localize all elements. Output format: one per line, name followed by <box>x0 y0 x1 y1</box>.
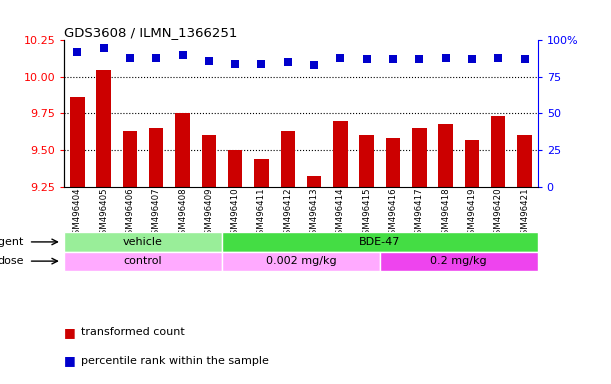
Text: GSM496414: GSM496414 <box>336 187 345 240</box>
Point <box>178 52 188 58</box>
Text: ■: ■ <box>64 354 76 367</box>
Text: GSM496404: GSM496404 <box>73 187 82 240</box>
Point <box>362 56 371 63</box>
Point <box>73 49 82 55</box>
Text: percentile rank within the sample: percentile rank within the sample <box>81 356 269 366</box>
Text: GSM496415: GSM496415 <box>362 187 371 240</box>
Text: GSM496413: GSM496413 <box>310 187 318 240</box>
Text: GSM496417: GSM496417 <box>415 187 424 240</box>
Point <box>230 61 240 67</box>
Bar <box>64 232 222 252</box>
Text: GSM496409: GSM496409 <box>204 187 213 240</box>
Bar <box>438 124 453 187</box>
Bar <box>491 116 505 187</box>
Bar <box>280 131 295 187</box>
Text: BDE-47: BDE-47 <box>359 237 401 247</box>
Text: GSM496406: GSM496406 <box>125 187 134 240</box>
Text: GSM496408: GSM496408 <box>178 187 187 240</box>
Bar <box>380 252 538 271</box>
Text: transformed count: transformed count <box>81 327 185 337</box>
Point <box>99 45 109 51</box>
Bar <box>149 128 164 187</box>
Text: dose: dose <box>0 256 24 266</box>
Text: ■: ■ <box>64 326 76 339</box>
Text: GSM496412: GSM496412 <box>284 187 292 240</box>
Bar <box>307 176 321 187</box>
Bar <box>386 138 400 187</box>
Text: agent: agent <box>0 237 24 247</box>
Point <box>519 56 529 63</box>
Point <box>152 55 161 61</box>
Text: GSM496418: GSM496418 <box>441 187 450 240</box>
Text: GSM496411: GSM496411 <box>257 187 266 240</box>
Text: vehicle: vehicle <box>123 237 163 247</box>
Bar <box>333 121 348 187</box>
Text: 0.002 mg/kg: 0.002 mg/kg <box>266 256 336 266</box>
Text: GSM496419: GSM496419 <box>467 187 477 240</box>
Text: GSM496410: GSM496410 <box>230 187 240 240</box>
Text: GSM496405: GSM496405 <box>99 187 108 240</box>
Text: control: control <box>124 256 163 266</box>
Bar <box>412 128 426 187</box>
Bar <box>70 98 84 187</box>
Bar <box>254 159 269 187</box>
Point <box>493 55 503 61</box>
Point <box>414 56 424 63</box>
Text: GSM496416: GSM496416 <box>389 187 398 240</box>
Bar <box>222 252 380 271</box>
Point <box>309 62 319 68</box>
Bar <box>202 136 216 187</box>
Bar <box>228 150 243 187</box>
Point <box>283 59 293 65</box>
Bar <box>123 131 137 187</box>
Point <box>125 55 135 61</box>
Text: GSM496407: GSM496407 <box>152 187 161 240</box>
Text: GSM496421: GSM496421 <box>520 187 529 240</box>
Text: GSM496420: GSM496420 <box>494 187 503 240</box>
Bar <box>518 136 532 187</box>
Point <box>335 55 345 61</box>
Bar <box>97 70 111 187</box>
Point <box>441 55 450 61</box>
Bar <box>222 232 538 252</box>
Text: GDS3608 / ILMN_1366251: GDS3608 / ILMN_1366251 <box>64 26 238 39</box>
Point <box>467 56 477 63</box>
Bar <box>175 113 190 187</box>
Bar <box>64 252 222 271</box>
Point <box>257 61 266 67</box>
Point <box>388 56 398 63</box>
Text: 0.2 mg/kg: 0.2 mg/kg <box>430 256 487 266</box>
Point <box>204 58 214 64</box>
Bar <box>359 136 374 187</box>
Bar <box>465 140 479 187</box>
